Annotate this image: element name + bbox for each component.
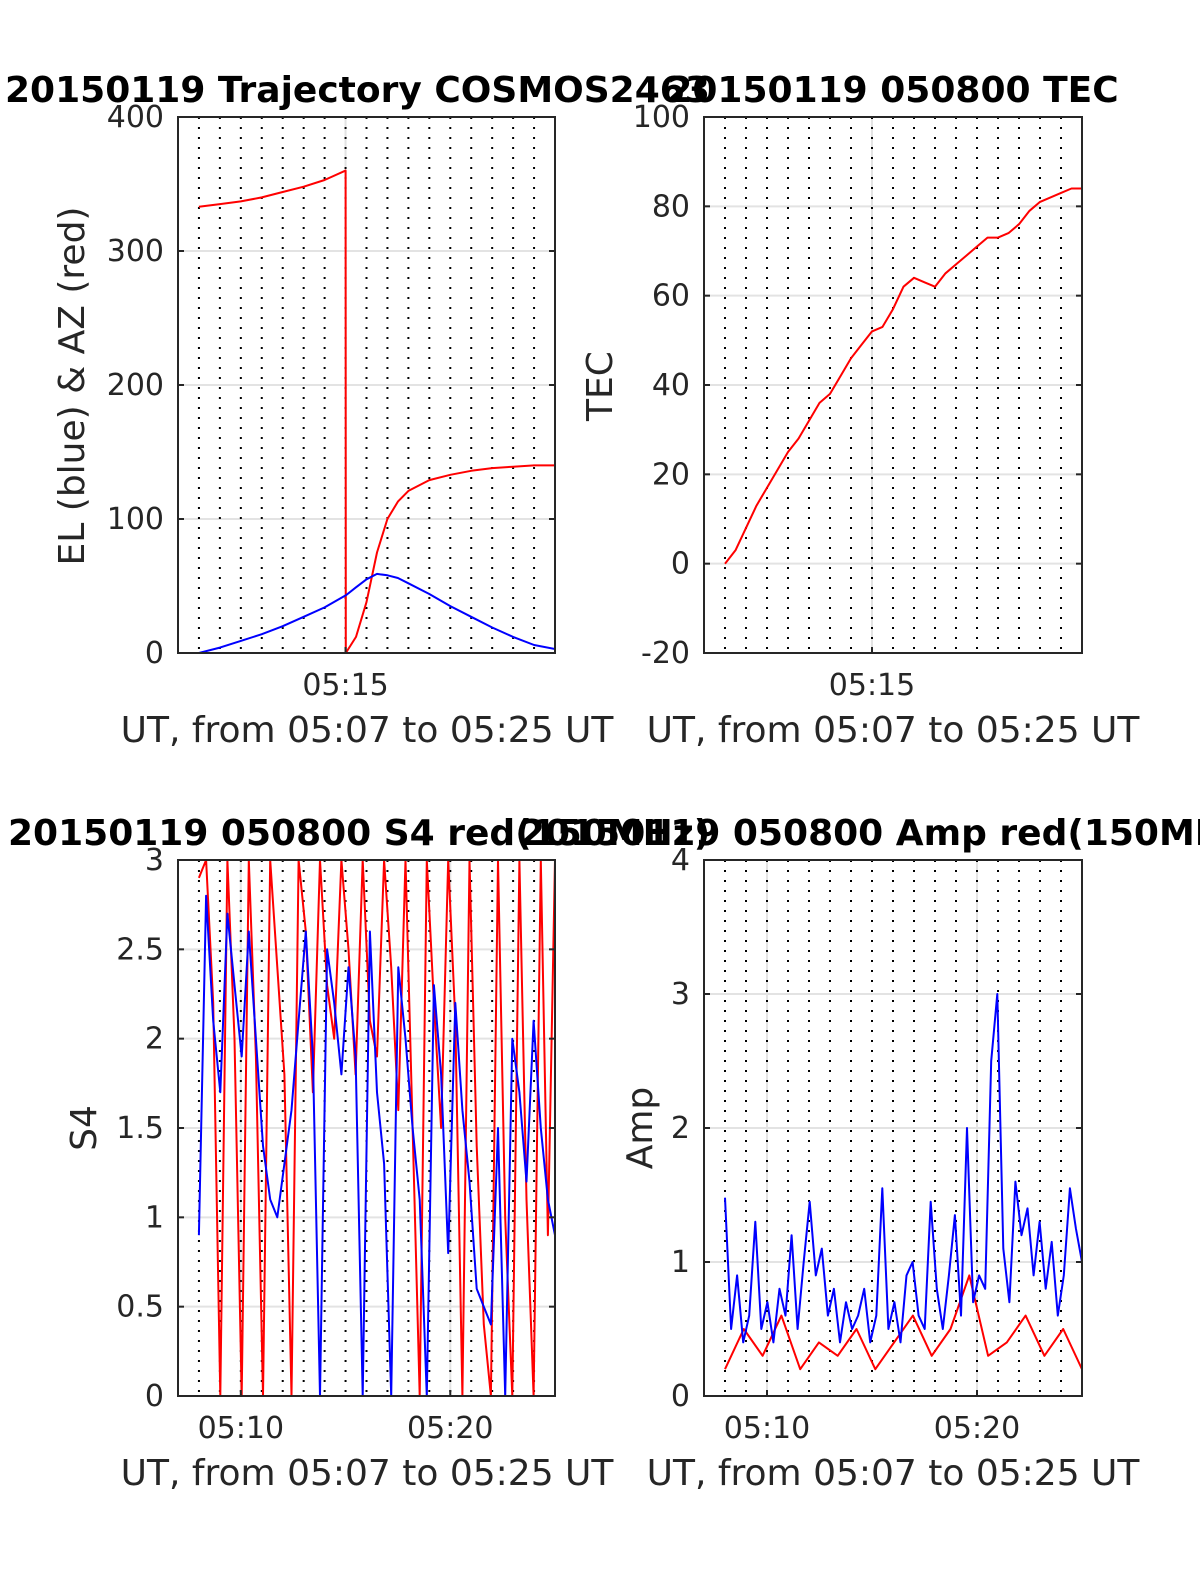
tec-title: 20150119 050800 TEC [667,70,1118,111]
s4-y-tick-label: 2.5 [116,932,164,967]
trajectory-y-axis-label: EL (blue) & AZ (red) [52,207,93,566]
amp-y-tick-label: 3 [671,977,690,1012]
tec-y-tick-label: -20 [641,636,690,671]
amp-y-tick-label: 0 [671,1379,690,1414]
s4-y-axis-label: S4 [64,1105,105,1151]
trajectory-plot-area: 0 100 200 300 400 05:15 [107,100,556,703]
s4-series-line-2 [197,894,555,1396]
trajectory-x-tick-label: 05:15 [302,668,388,703]
tec-y-tick-label: 20 [652,457,690,492]
tec-y-axis-label: TEC [580,351,621,422]
trajectory-y-tick-label: 300 [107,234,164,269]
s4-y-tick-label: 0.5 [116,1290,164,1325]
amp-series-line-2 [724,993,1082,1344]
trajectory-series-group [198,169,555,653]
trajectory-y-tick-label: 200 [107,368,164,403]
amp-y-tick-label: 2 [671,1111,690,1146]
tec-y-tick-label: 0 [671,547,690,582]
trajectory-x-axis-label: UT, from 05:07 to 05:25 UT [121,710,615,751]
amp-x-tick-label: 05:20 [934,1411,1020,1446]
amp-x-tick-label: 05:10 [724,1411,810,1446]
trajectory-y-tick-label: 400 [107,100,164,135]
tec-series-group [724,187,1082,565]
tec-x-tick-label: 05:15 [829,668,915,703]
s4-series-group [197,860,555,1396]
trajectory-series-line-2 [198,572,555,653]
amp-plot-area: 0 1 2 3 4 05:10 05:20 [671,843,1083,1446]
s4-y-tick-label: 1 [145,1200,164,1235]
tec-y-tick-label: 80 [652,189,690,224]
s4-series-line-1 [197,860,555,1396]
amp-series-group [724,993,1082,1371]
tec-x-axis-label: UT, from 05:07 to 05:25 UT [647,710,1141,751]
tec-panel: -20 0 20 40 60 80 100 05:15 20150119 050800 TEC… [580,70,1140,751]
amp-y-axis-label: Amp [620,1087,661,1170]
trajectory-y-tick-label: 100 [107,502,164,537]
s4-title: 20150119 050800 S4 red(150MHz) [8,813,710,854]
s4-y-tick-label: 2 [145,1022,164,1057]
s4-plot-area: 0 0.5 1 1.5 2 2.5 3 05:10 05:20 [116,843,556,1446]
s4-y-tick-label: 3 [145,843,164,878]
s4-y-tick-label: 1.5 [116,1111,164,1146]
tec-y-tick-label: 100 [633,100,690,135]
s4-x-tick-label: 05:10 [198,1411,284,1446]
amp-panel: 0 1 2 3 4 05:10 05:20 Amp UT, from 05:07 to 05… [620,843,1140,1494]
amp-series-line-1 [724,1274,1082,1371]
tec-plot-area: -20 0 20 40 60 80 100 05:15 [633,100,1083,703]
amp-title: 20150119 050800 Amp red(150MHz) [520,813,1200,854]
s4-panel: 0 0.5 1 1.5 2 2.5 3 05:10 05:20 S4 UT, from 05:0… [64,843,614,1494]
s4-x-axis-label: UT, from 05:07 to 05:25 UT [121,1453,615,1494]
trajectory-title: 20150119 Trajectory COSMOS2463 [5,70,710,111]
amp-x-axis-label: UT, from 05:07 to 05:25 UT [647,1453,1141,1494]
amp-y-tick-label: 4 [671,843,690,878]
trajectory-y-tick-label: 0 [145,636,164,671]
s4-y-tick-label: 0 [145,1379,164,1414]
tec-y-tick-label: 60 [652,279,690,314]
tec-series-line-1 [724,187,1082,565]
tec-y-tick-label: 40 [652,368,690,403]
amp-y-tick-label: 1 [671,1245,690,1280]
s4-x-tick-label: 05:20 [407,1411,493,1446]
